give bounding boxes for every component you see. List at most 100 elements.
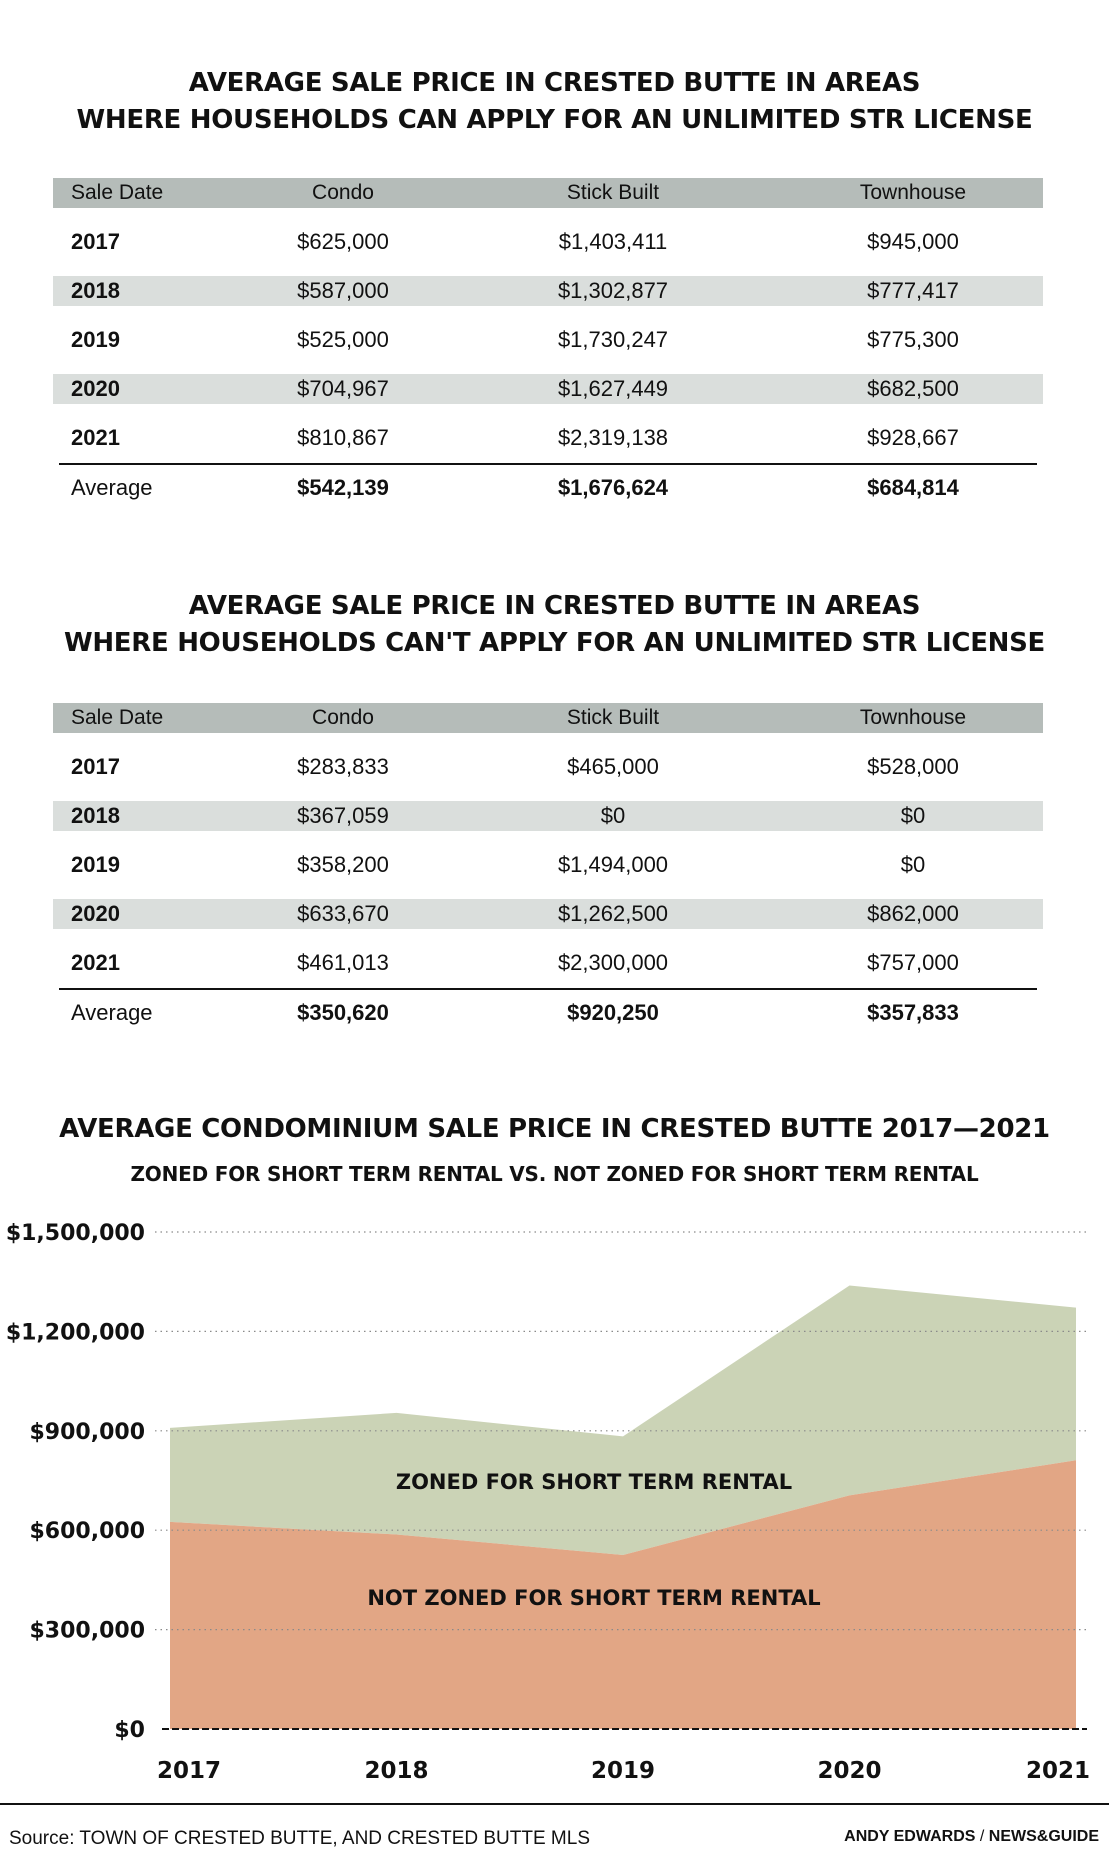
cell-townhouse: $757,000: [867, 950, 959, 975]
credit-line: ANDY EDWARDS / NEWS&GUIDE: [844, 1828, 1099, 1846]
cell-stick-built: $465,000: [567, 754, 659, 779]
cell-condo: $358,200: [297, 852, 389, 877]
cell-townhouse: $777,417: [867, 278, 959, 303]
cell-year: 2021: [71, 425, 120, 450]
cell-stick-built: $1,730,247: [557, 327, 669, 352]
credit-separator: /: [975, 1828, 989, 1845]
table1-title-line1: AVERAGE SALE PRICE IN CRESTED BUTTE IN A…: [188, 68, 921, 98]
cell-average-label: Average: [71, 1000, 153, 1025]
header-sale-date: Sale Date: [71, 181, 164, 204]
table-row: 2021 $810,867 $2,319,138 $928,667: [53, 423, 1043, 453]
footer-divider: [0, 1803, 1109, 1805]
cell-stick-built: $2,319,138: [557, 425, 669, 450]
table-header-row: Sale Date Condo Stick Built Townhouse: [53, 178, 1043, 208]
table2-title-line1: AVERAGE SALE PRICE IN CRESTED BUTTE IN A…: [188, 591, 921, 621]
cell-stick-built: $1,302,877: [557, 278, 669, 303]
cell-townhouse-average: $684,814: [867, 475, 959, 500]
header-sale-date: Sale Date: [71, 706, 164, 729]
chart-subtitle: ZONED FOR SHORT TERM RENTAL VS. NOT ZONE…: [130, 1162, 979, 1186]
table2-title: AVERAGE SALE PRICE IN CRESTED BUTTE IN A…: [0, 588, 1109, 662]
table-row: 2021 $461,013 $2,300,000 $757,000: [53, 948, 1043, 978]
cell-year: 2017: [71, 229, 120, 254]
source-note: Source: TOWN OF CRESTED BUTTE, AND CREST…: [9, 1828, 590, 1849]
cell-stick-built: $0: [600, 803, 626, 828]
cell-townhouse: $0: [900, 852, 926, 877]
table-average-row: Average $350,620 $920,250 $357,833: [53, 998, 1043, 1028]
header-townhouse: Townhouse: [859, 181, 967, 204]
cell-condo: $587,000: [297, 278, 389, 303]
cell-year: 2019: [71, 852, 120, 877]
cell-condo: $810,867: [297, 425, 389, 450]
table-divider: [59, 988, 1037, 990]
x-tick-label: 2019: [591, 1758, 655, 1780]
cell-townhouse: $528,000: [867, 754, 959, 779]
series-label-0: NOT ZONED FOR SHORT TERM RENTAL: [367, 1586, 820, 1610]
cell-stick-built: $1,403,411: [558, 229, 668, 254]
table-row: 2017 $283,833 $465,000 $528,000: [53, 752, 1043, 782]
cell-stick-built-average: $920,250: [567, 1000, 659, 1025]
cell-average-label: Average: [71, 475, 153, 500]
cell-condo-average: $350,620: [297, 1000, 389, 1025]
cell-townhouse: $0: [900, 803, 926, 828]
cell-stick-built: $2,300,000: [557, 950, 669, 975]
cell-condo: $461,013: [297, 950, 389, 975]
header-townhouse: Townhouse: [859, 706, 967, 729]
cell-year: 2020: [71, 376, 120, 401]
cell-stick-built-average: $1,676,624: [557, 475, 669, 500]
x-tick-label: 2017: [157, 1758, 221, 1780]
cell-townhouse: $862,000: [867, 901, 959, 926]
cell-stick-built: $1,627,449: [557, 376, 669, 401]
area-series-0: [170, 1460, 1076, 1729]
cell-condo: $625,000: [297, 229, 389, 254]
table-row: 2020 $704,967 $1,627,449 $682,500: [53, 374, 1043, 404]
y-tick-label: $1,200,000: [6, 1320, 145, 1345]
table-row: 2020 $633,670 $1,262,500 $862,000: [53, 899, 1043, 929]
table-average-row: Average $542,139 $1,676,624 $684,814: [53, 473, 1043, 503]
table2-title-line2: WHERE HOUSEHOLDS CAN'T APPLY FOR AN UNLI…: [63, 628, 1046, 658]
cell-year: 2018: [71, 278, 120, 303]
x-tick-label: 2021: [1026, 1758, 1090, 1780]
y-tick-label: $900,000: [29, 1420, 145, 1445]
cell-year: 2019: [71, 327, 120, 352]
y-tick-label: $300,000: [29, 1619, 145, 1644]
y-tick-label: $1,500,000: [6, 1221, 145, 1246]
table-row: 2018 $587,000 $1,302,877 $777,417: [53, 276, 1043, 306]
area-chart: $0 $300,000 $600,000 $900,000 $1,200,000 $1,5…: [6, 1221, 1090, 1780]
cell-townhouse: $775,300: [867, 327, 959, 352]
cell-condo-average: $542,139: [297, 475, 389, 500]
y-tick-label: $600,000: [29, 1519, 145, 1544]
credit-author: ANDY EDWARDS: [844, 1828, 976, 1845]
cell-condo: $633,670: [297, 901, 389, 926]
x-tick-label: 2020: [817, 1758, 881, 1780]
header-condo: Condo: [312, 181, 374, 204]
cell-townhouse: $682,500: [867, 376, 959, 401]
table1-title-line2: WHERE HOUSEHOLDS CAN APPLY FOR AN UNLIMI…: [76, 105, 1033, 135]
header-stick-built: Stick Built: [566, 706, 660, 729]
cell-stick-built: $1,494,000: [557, 852, 669, 877]
cell-townhouse: $928,667: [867, 425, 959, 450]
cell-year: 2017: [71, 754, 120, 779]
header-condo: Condo: [312, 706, 374, 729]
table-divider: [59, 463, 1037, 465]
header-stick-built: Stick Built: [566, 181, 660, 204]
area-series-1: [170, 1285, 1076, 1555]
cell-stick-built: $1,262,500: [557, 901, 669, 926]
table1-title: AVERAGE SALE PRICE IN CRESTED BUTTE IN A…: [0, 65, 1109, 139]
credit-outlet: NEWS&GUIDE: [988, 1828, 1099, 1845]
cell-townhouse: $945,000: [867, 229, 959, 254]
series-label-1: ZONED FOR SHORT TERM RENTAL: [396, 1470, 792, 1494]
table-header-row: Sale Date Condo Stick Built Townhouse: [53, 703, 1043, 733]
y-tick-label: $0: [114, 1718, 145, 1743]
cell-townhouse-average: $357,833: [867, 1000, 959, 1025]
table-row: 2017 $625,000 $1,403,411 $945,000: [53, 227, 1043, 257]
table-row: 2018 $367,059 $0 $0: [53, 801, 1043, 831]
cell-condo: $704,967: [297, 376, 389, 401]
x-tick-label: 2018: [364, 1758, 428, 1780]
cell-condo: $525,000: [297, 327, 389, 352]
cell-condo: $367,059: [297, 803, 389, 828]
chart-title: AVERAGE CONDOMINIUM SALE PRICE IN CRESTE…: [59, 1114, 1050, 1144]
cell-condo: $283,833: [297, 754, 389, 779]
cell-year: 2018: [71, 803, 120, 828]
table-row: 2019 $525,000 $1,730,247 $775,300: [53, 325, 1043, 355]
table-row: 2019 $358,200 $1,494,000 $0: [53, 850, 1043, 880]
